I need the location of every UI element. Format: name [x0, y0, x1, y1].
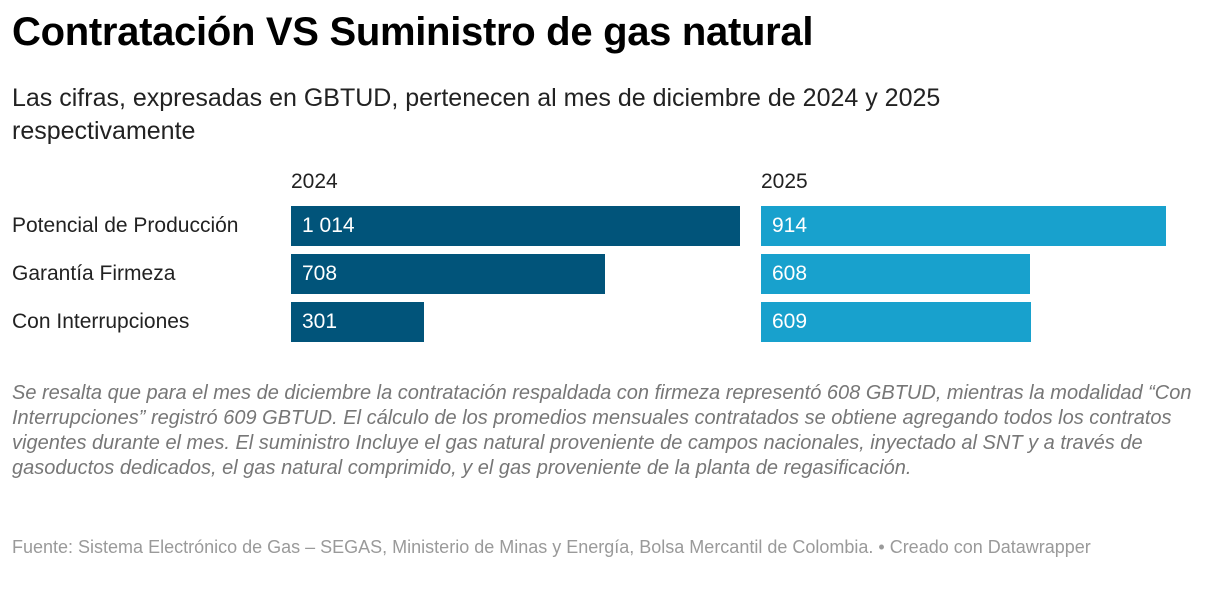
bar-value-label: 708 — [302, 262, 338, 285]
source-footer: Fuente: Sistema Electrónico de Gas – SEG… — [12, 537, 1091, 557]
chart-subtitle: Las cifras, expresadas en GBTUD, pertene… — [12, 84, 941, 145]
bar: 914 — [761, 206, 1166, 246]
category-label: Potencial de Producción — [12, 214, 239, 237]
bar-value-label: 608 — [772, 262, 808, 285]
chart-title: Contratación VS Suministro de gas natura… — [12, 10, 814, 54]
bar-value-label: 914 — [772, 214, 808, 237]
category-label: Con Interrupciones — [12, 310, 190, 333]
bar: 708 — [291, 254, 605, 294]
bar-value-label: 301 — [302, 310, 338, 333]
bar-value-label: 609 — [772, 310, 808, 333]
bar: 608 — [761, 254, 1030, 294]
bar-value-label: 1 014 — [302, 214, 355, 237]
bar: 301 — [291, 302, 424, 342]
bar: 1 014 — [291, 206, 740, 246]
panel-title-2024: 2024 — [291, 170, 338, 193]
panel-title-2025: 2025 — [761, 170, 808, 193]
category-label: Garantía Firmeza — [12, 262, 176, 285]
chart-notes: Se resalta que para el mes de diciembre … — [12, 382, 1192, 479]
bar: 609 — [761, 302, 1031, 342]
